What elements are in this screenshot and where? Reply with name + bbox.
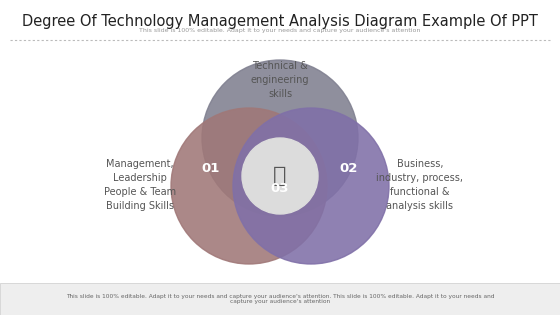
- Text: Degree Of Technology Management Analysis Diagram Example Of PPT: Degree Of Technology Management Analysis…: [22, 14, 538, 29]
- Text: 03: 03: [270, 181, 290, 194]
- Circle shape: [202, 60, 358, 216]
- Circle shape: [171, 108, 327, 264]
- Text: Management,
Leadership
People & Team
Building Skills: Management, Leadership People & Team Bui…: [104, 159, 176, 211]
- FancyBboxPatch shape: [0, 283, 560, 315]
- Text: Technical &
engineering
skills: Technical & engineering skills: [251, 61, 309, 99]
- Text: 02: 02: [340, 162, 358, 175]
- Text: Business,
industry, process,
functional &
analysis skills: Business, industry, process, functional …: [376, 159, 464, 211]
- Circle shape: [242, 138, 318, 214]
- Circle shape: [233, 108, 389, 264]
- Text: This slide is 100% editable. Adapt it to your needs and capture your audience's : This slide is 100% editable. Adapt it to…: [139, 28, 421, 33]
- Text: 01: 01: [202, 162, 220, 175]
- Text: This slide is 100% editable. Adapt it to your needs and capture your audience's : This slide is 100% editable. Adapt it to…: [66, 294, 494, 304]
- Text: 👥: 👥: [273, 166, 287, 186]
